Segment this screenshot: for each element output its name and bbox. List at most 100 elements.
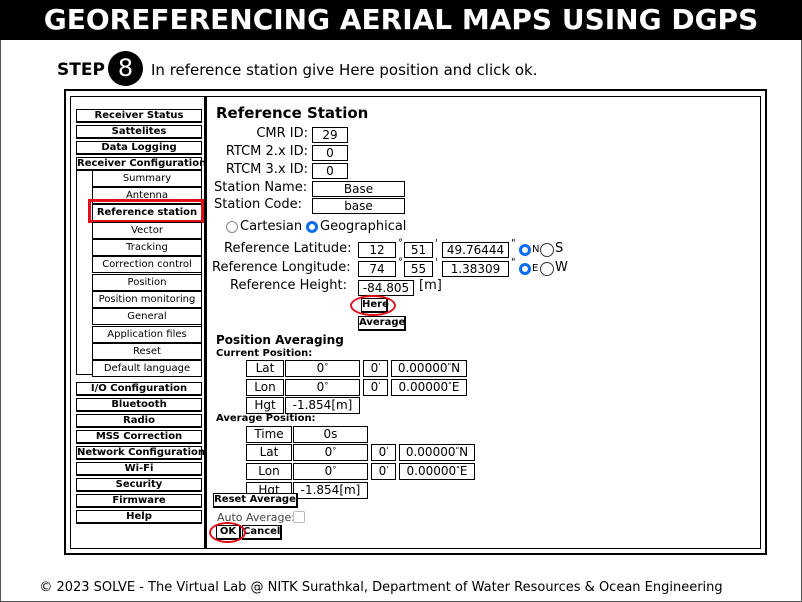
- menu-button[interactable]: Wi-Fi: [76, 462, 202, 476]
- height-label: Reference Height:: [230, 278, 347, 293]
- footer: © 2023 SOLVE - The Virtual Lab @ NITK Su…: [39, 580, 723, 595]
- value: 0.00000: [405, 445, 456, 459]
- value: E: [451, 380, 460, 394]
- radio[interactable]: [519, 244, 531, 256]
- radio[interactable]: [540, 243, 554, 257]
- menu-button[interactable]: Bluetooth: [76, 398, 202, 412]
- submenu-item[interactable]: Correction control: [92, 256, 202, 273]
- menu-button[interactable]: Firmware: [76, 494, 202, 508]
- submenu-item[interactable]: Vector: [92, 222, 202, 239]
- field-input[interactable]: base: [312, 198, 405, 214]
- menu-button[interactable]: Network Configuration: [76, 446, 205, 460]
- submenu-item[interactable]: Tracking: [92, 239, 202, 256]
- value: 0.00000: [398, 380, 449, 394]
- submenu-item[interactable]: Position: [92, 274, 202, 291]
- coord-label: Reference Latitude:: [224, 241, 352, 256]
- average-button[interactable]: Average: [358, 316, 406, 331]
- submenu-item[interactable]: Reset: [92, 343, 202, 360]
- row-label: Time: [246, 426, 292, 443]
- value-cell: 0s: [293, 426, 368, 443]
- value: 0: [370, 380, 379, 394]
- row-label: Lon: [246, 379, 284, 396]
- value: 0.00000: [397, 361, 448, 375]
- unit: [m]: [339, 483, 361, 497]
- field-input[interactable]: 0: [312, 163, 348, 179]
- field-label: Station Code:: [214, 197, 303, 212]
- field-input[interactable]: 29: [312, 127, 348, 143]
- value-cell: -1.854[m]: [293, 482, 368, 499]
- value: 0: [324, 464, 333, 478]
- row-label: Lat: [246, 444, 292, 461]
- hemisphere: E: [532, 263, 539, 274]
- value-cell: 0': [371, 444, 396, 461]
- value: N: [459, 445, 469, 459]
- auto-average-label: Auto Average:: [217, 511, 295, 524]
- field-input[interactable]: Base: [312, 181, 405, 197]
- step-instruction: In reference station give Here position …: [151, 61, 538, 79]
- value-cell: -1.854[m]: [285, 397, 360, 414]
- radio[interactable]: [540, 262, 554, 276]
- hemisphere: N: [532, 244, 540, 255]
- sec-input[interactable]: 1.38309: [442, 261, 509, 277]
- field-input[interactable]: 0: [312, 145, 348, 161]
- value: 0: [370, 361, 379, 375]
- row-label: Hgt: [246, 397, 284, 414]
- symbol: °: [332, 465, 337, 474]
- menu-button[interactable]: Data Logging: [76, 141, 202, 155]
- sec-input[interactable]: 49.76444: [442, 242, 509, 258]
- symbol: ": [448, 381, 452, 390]
- menu-button[interactable]: Security: [76, 478, 202, 492]
- average-title: Average Position:: [216, 413, 316, 424]
- highlight: [350, 295, 396, 316]
- radio[interactable]: [519, 263, 531, 275]
- height-input[interactable]: -84.805: [358, 280, 414, 296]
- radio-geographical[interactable]: [306, 221, 318, 233]
- symbol: ': [386, 465, 389, 474]
- value: 0: [324, 445, 333, 459]
- symbol: °: [324, 362, 329, 371]
- value-cell: 0.00000"N: [399, 444, 475, 461]
- height-unit: [m]: [419, 278, 442, 293]
- step-label: STEP: [57, 60, 105, 80]
- min-input[interactable]: 55: [404, 261, 433, 277]
- cancel-button[interactable]: Cancel: [242, 525, 282, 540]
- auto-average-checkbox[interactable]: [293, 511, 305, 523]
- min-input[interactable]: 51: [404, 242, 433, 258]
- value-cell: 0': [371, 463, 396, 480]
- submenu-item[interactable]: Position monitoring: [92, 291, 202, 308]
- field-label: RTCM 3.x ID:: [225, 162, 308, 177]
- value: -1.854: [292, 398, 332, 412]
- symbol: ': [386, 446, 389, 455]
- value: -1.854: [300, 483, 340, 497]
- submenu-item[interactable]: General: [92, 308, 202, 325]
- menu-button[interactable]: Radio: [76, 414, 202, 428]
- menu-button[interactable]: Receiver Status: [76, 109, 202, 123]
- symbol: ": [511, 257, 516, 268]
- symbol: °: [398, 238, 403, 249]
- value-cell: 0°: [285, 379, 360, 396]
- header-bar: [0, 0, 802, 40]
- row-label: Lat: [246, 360, 284, 377]
- symbol: °: [324, 381, 329, 390]
- deg-input[interactable]: 12: [358, 242, 396, 258]
- symbol: ': [378, 362, 381, 371]
- option-label: Cartesian: [240, 219, 303, 234]
- value-cell: 0': [363, 379, 388, 396]
- menu-button[interactable]: I/O Configuration: [76, 382, 202, 396]
- deg-input[interactable]: 74: [358, 261, 396, 277]
- menu-button[interactable]: Sattelites: [76, 125, 202, 139]
- value-cell: 0.00000"N: [391, 360, 467, 377]
- highlight: [209, 522, 246, 543]
- radio-cartesian[interactable]: [226, 221, 238, 233]
- menu-button[interactable]: MSS Correction: [76, 430, 202, 444]
- option-label: Geographical: [320, 219, 407, 234]
- submenu-item[interactable]: Application files: [92, 326, 202, 343]
- submenu-item[interactable]: Summary: [92, 170, 202, 187]
- submenu-item[interactable]: Default language: [92, 360, 202, 377]
- sidebar-divider: [204, 96, 207, 549]
- field-label: RTCM 2.x ID:: [225, 144, 308, 159]
- menu-button[interactable]: Help: [76, 510, 202, 524]
- reset-average-button[interactable]: Reset Average: [213, 493, 298, 508]
- window-frame: [64, 89, 767, 555]
